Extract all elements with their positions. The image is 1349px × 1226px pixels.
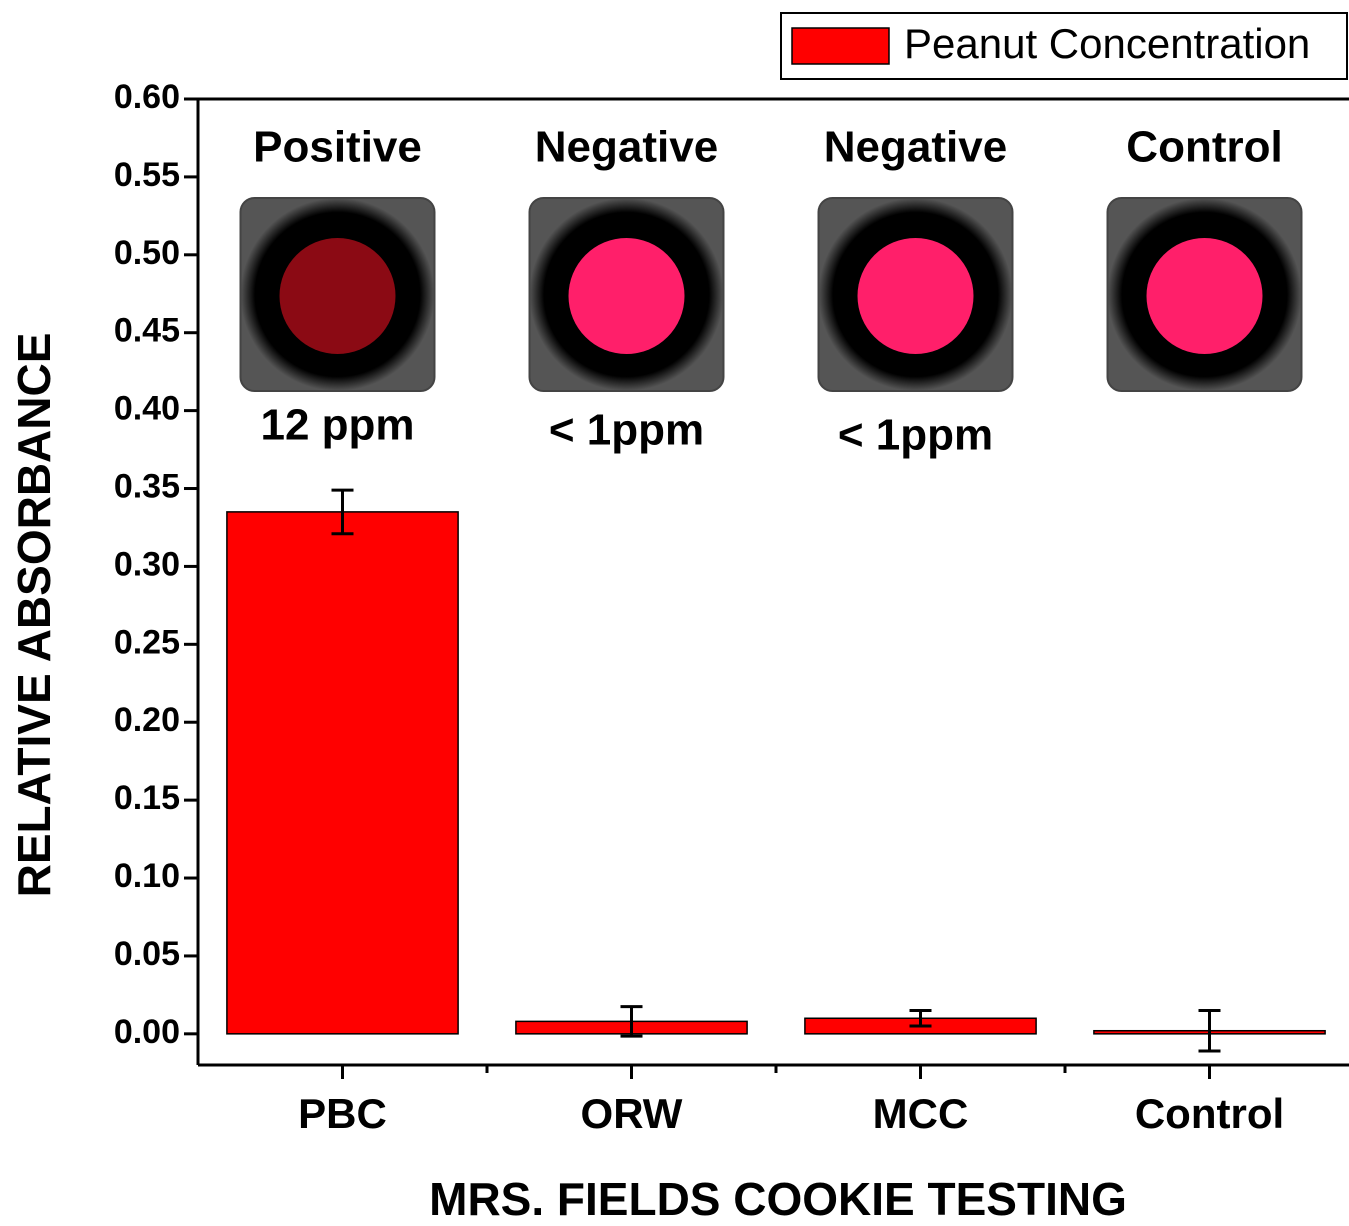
y-tick-label: 0.55 bbox=[114, 156, 180, 194]
sample-spot bbox=[857, 238, 974, 354]
annotation-note: 12 ppm bbox=[260, 401, 414, 450]
x-tick-label: ORW bbox=[581, 1090, 683, 1137]
annotation-note: < 1ppm bbox=[549, 406, 704, 455]
legend-label: Peanut Concentration bbox=[904, 20, 1310, 67]
y-axis-title: RELATIVE ABSORBANCE bbox=[8, 333, 60, 898]
x-tick-label: PBC bbox=[298, 1090, 387, 1137]
x-axis-title: MRS. FIELDS COOKIE TESTING bbox=[429, 1173, 1127, 1225]
bar bbox=[226, 511, 459, 1035]
x-tick-label: Control bbox=[1135, 1090, 1284, 1137]
y-tick-label: 0.40 bbox=[114, 390, 180, 428]
y-tick-label: 0.15 bbox=[114, 779, 180, 817]
y-tick-label: 0.10 bbox=[114, 857, 180, 895]
y-tick-label: 0.50 bbox=[114, 234, 180, 272]
x-tick-label: MCC bbox=[873, 1090, 969, 1137]
annotation-label: Positive bbox=[253, 123, 422, 172]
annotation-label: Negative bbox=[824, 123, 1007, 172]
legend-swatch bbox=[791, 27, 890, 65]
y-tick-label: 0.60 bbox=[114, 78, 180, 116]
sample-spot bbox=[279, 238, 396, 354]
y-tick-label: 0.05 bbox=[114, 935, 180, 973]
y-tick-label: 0.45 bbox=[114, 312, 180, 350]
annotation-note: < 1ppm bbox=[838, 411, 993, 460]
y-tick-label: 0.25 bbox=[114, 623, 180, 661]
y-tick-label: 0.30 bbox=[114, 545, 180, 583]
sample-spot bbox=[1146, 238, 1263, 354]
annotation-label: Negative bbox=[535, 123, 718, 172]
annotation-label: Control bbox=[1126, 123, 1282, 172]
y-tick-label: 0.00 bbox=[114, 1013, 180, 1051]
y-tick-label: 0.35 bbox=[114, 468, 180, 506]
y-tick-label: 0.20 bbox=[114, 701, 180, 739]
sample-spot bbox=[568, 238, 685, 354]
